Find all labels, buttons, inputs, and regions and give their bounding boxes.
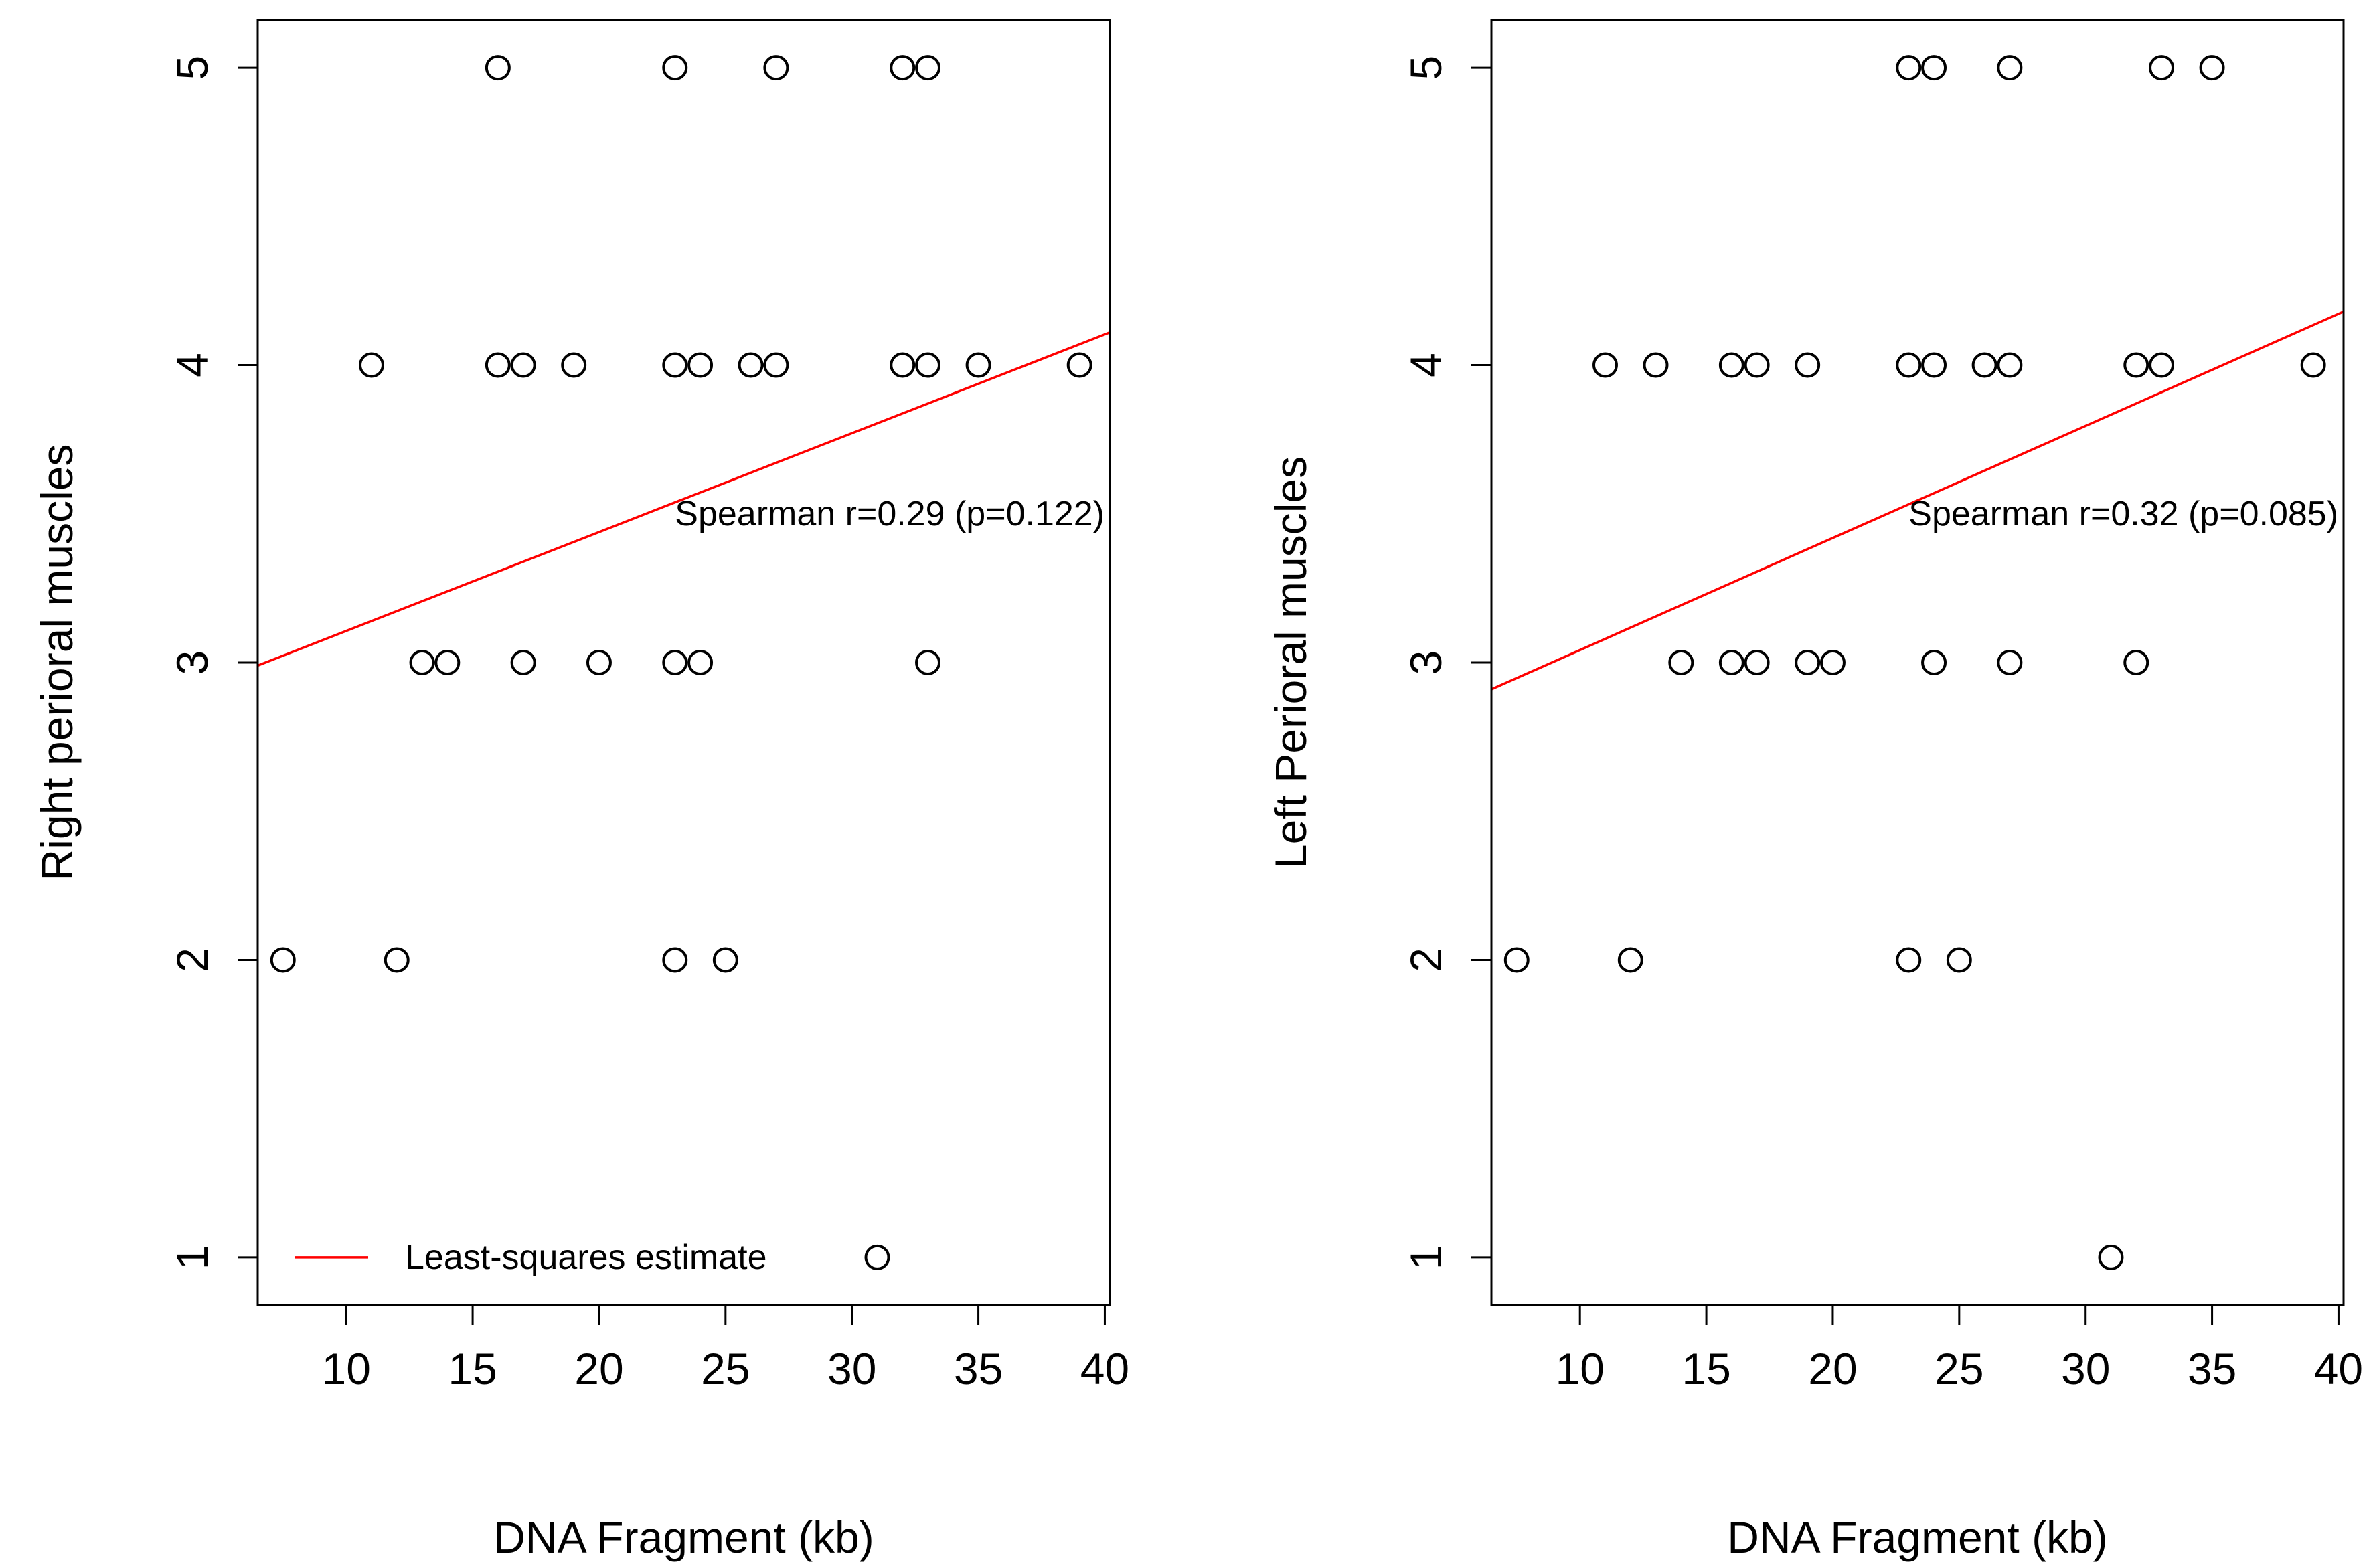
data-point — [1066, 352, 1092, 378]
data-point — [662, 55, 688, 81]
legend-label: Least-squares estimate — [405, 1238, 767, 1277]
data-point — [485, 352, 511, 378]
data-point — [2098, 1244, 2124, 1270]
legend: Least-squares estimate — [295, 1238, 767, 1277]
x-tick-label: 20 — [1808, 1344, 1857, 1393]
data-point — [510, 650, 536, 675]
data-point — [2123, 352, 2149, 378]
y-tick-label: 5 — [167, 56, 217, 80]
data-point — [270, 947, 296, 973]
panel-left-perioral: 10 15 20 25 30 35 40 1 2 3 4 5 Spearman r=0.32 (p=0… — [1266, 19, 2363, 1562]
data-point — [890, 55, 916, 81]
least-squares-line — [257, 331, 1111, 667]
data-point — [485, 55, 511, 81]
data-point — [1718, 650, 1744, 675]
data-point — [1896, 352, 1922, 378]
panel-right-perioral: 10 15 20 25 30 35 40 1 2 3 4 5 Spearman r=0.29 (p=0… — [32, 19, 1129, 1562]
spearman-annotation: Spearman r=0.29 (p=0.122) — [675, 495, 1104, 533]
x-tick-label: 40 — [2314, 1344, 2363, 1393]
data-point — [662, 352, 688, 378]
y-tick-label: 1 — [1401, 1245, 1451, 1270]
x-tick-label: 40 — [1080, 1344, 1129, 1393]
y-axis-title: Left Perioral muscles — [1266, 456, 1315, 869]
data-point — [1718, 352, 1744, 378]
data-point — [1997, 55, 2023, 81]
data-point — [965, 352, 991, 378]
plot-frame — [1490, 19, 2345, 1306]
y-tick-label: 3 — [167, 650, 217, 675]
y-tick-label: 1 — [167, 1245, 217, 1270]
x-tick-label: 10 — [1555, 1344, 1604, 1393]
data-point — [687, 352, 714, 378]
data-point — [409, 650, 435, 675]
y-axis-title: Right perioral muscles — [32, 444, 82, 881]
x-tick-label: 35 — [954, 1344, 1003, 1393]
data-point — [738, 352, 764, 378]
x-tick-label: 35 — [2188, 1344, 2236, 1393]
data-point — [2199, 55, 2225, 81]
data-point — [1997, 650, 2023, 675]
data-point — [1592, 352, 1618, 378]
y-tick-label: 2 — [167, 948, 217, 972]
x-tick-label: 25 — [701, 1344, 750, 1393]
data-point — [1971, 352, 1997, 378]
data-point — [1946, 947, 1972, 973]
data-point — [1795, 352, 1821, 378]
data-point — [561, 352, 587, 378]
data-point — [915, 352, 941, 378]
x-tick-label: 10 — [321, 1344, 370, 1393]
data-point — [763, 55, 789, 81]
data-point — [1896, 947, 1922, 973]
data-point — [687, 650, 714, 675]
data-point — [915, 650, 941, 675]
data-point — [358, 352, 384, 378]
y-tick-label: 3 — [1401, 650, 1451, 675]
data-point — [1744, 352, 1770, 378]
data-point — [662, 650, 688, 675]
x-tick-label: 20 — [574, 1344, 623, 1393]
x-tick-label: 15 — [448, 1344, 497, 1393]
data-point — [2149, 55, 2175, 81]
least-squares-line — [1491, 310, 2344, 691]
data-point — [1921, 55, 1947, 81]
x-tick-label: 30 — [827, 1344, 876, 1393]
data-point — [1921, 352, 1947, 378]
data-point — [586, 650, 612, 675]
data-point — [1819, 650, 1846, 675]
data-point — [712, 947, 738, 973]
data-point — [510, 352, 536, 378]
x-tick-label: 15 — [1682, 1344, 1730, 1393]
y-tick-label: 4 — [167, 353, 217, 377]
data-point — [662, 947, 688, 973]
data-point — [1896, 55, 1922, 81]
data-point — [1668, 650, 1694, 675]
data-point — [1643, 352, 1669, 378]
data-point — [1503, 947, 1530, 973]
data-point — [1795, 650, 1821, 675]
data-point — [763, 352, 789, 378]
data-point — [434, 650, 461, 675]
y-tick-label: 4 — [1401, 353, 1451, 377]
x-axis-title: DNA Fragment (kb) — [1727, 1512, 2107, 1562]
data-point — [890, 352, 916, 378]
x-tick-label: 25 — [1935, 1344, 1983, 1393]
y-tick-label: 2 — [1401, 948, 1451, 972]
data-point — [1997, 352, 2023, 378]
data-point — [1744, 650, 1770, 675]
plot-frame — [256, 19, 1111, 1306]
data-point — [2149, 352, 2175, 378]
data-point — [1921, 650, 1947, 675]
data-point — [915, 55, 941, 81]
x-axis-title: DNA Fragment (kb) — [493, 1512, 874, 1562]
data-point — [2123, 650, 2149, 675]
data-point — [2300, 352, 2326, 378]
data-point — [384, 947, 410, 973]
y-tick-label: 5 — [1401, 56, 1451, 80]
data-point — [864, 1244, 890, 1270]
x-tick-label: 30 — [2061, 1344, 2110, 1393]
spearman-annotation: Spearman r=0.32 (p=0.085) — [1908, 495, 2338, 533]
data-point — [1617, 947, 1643, 973]
